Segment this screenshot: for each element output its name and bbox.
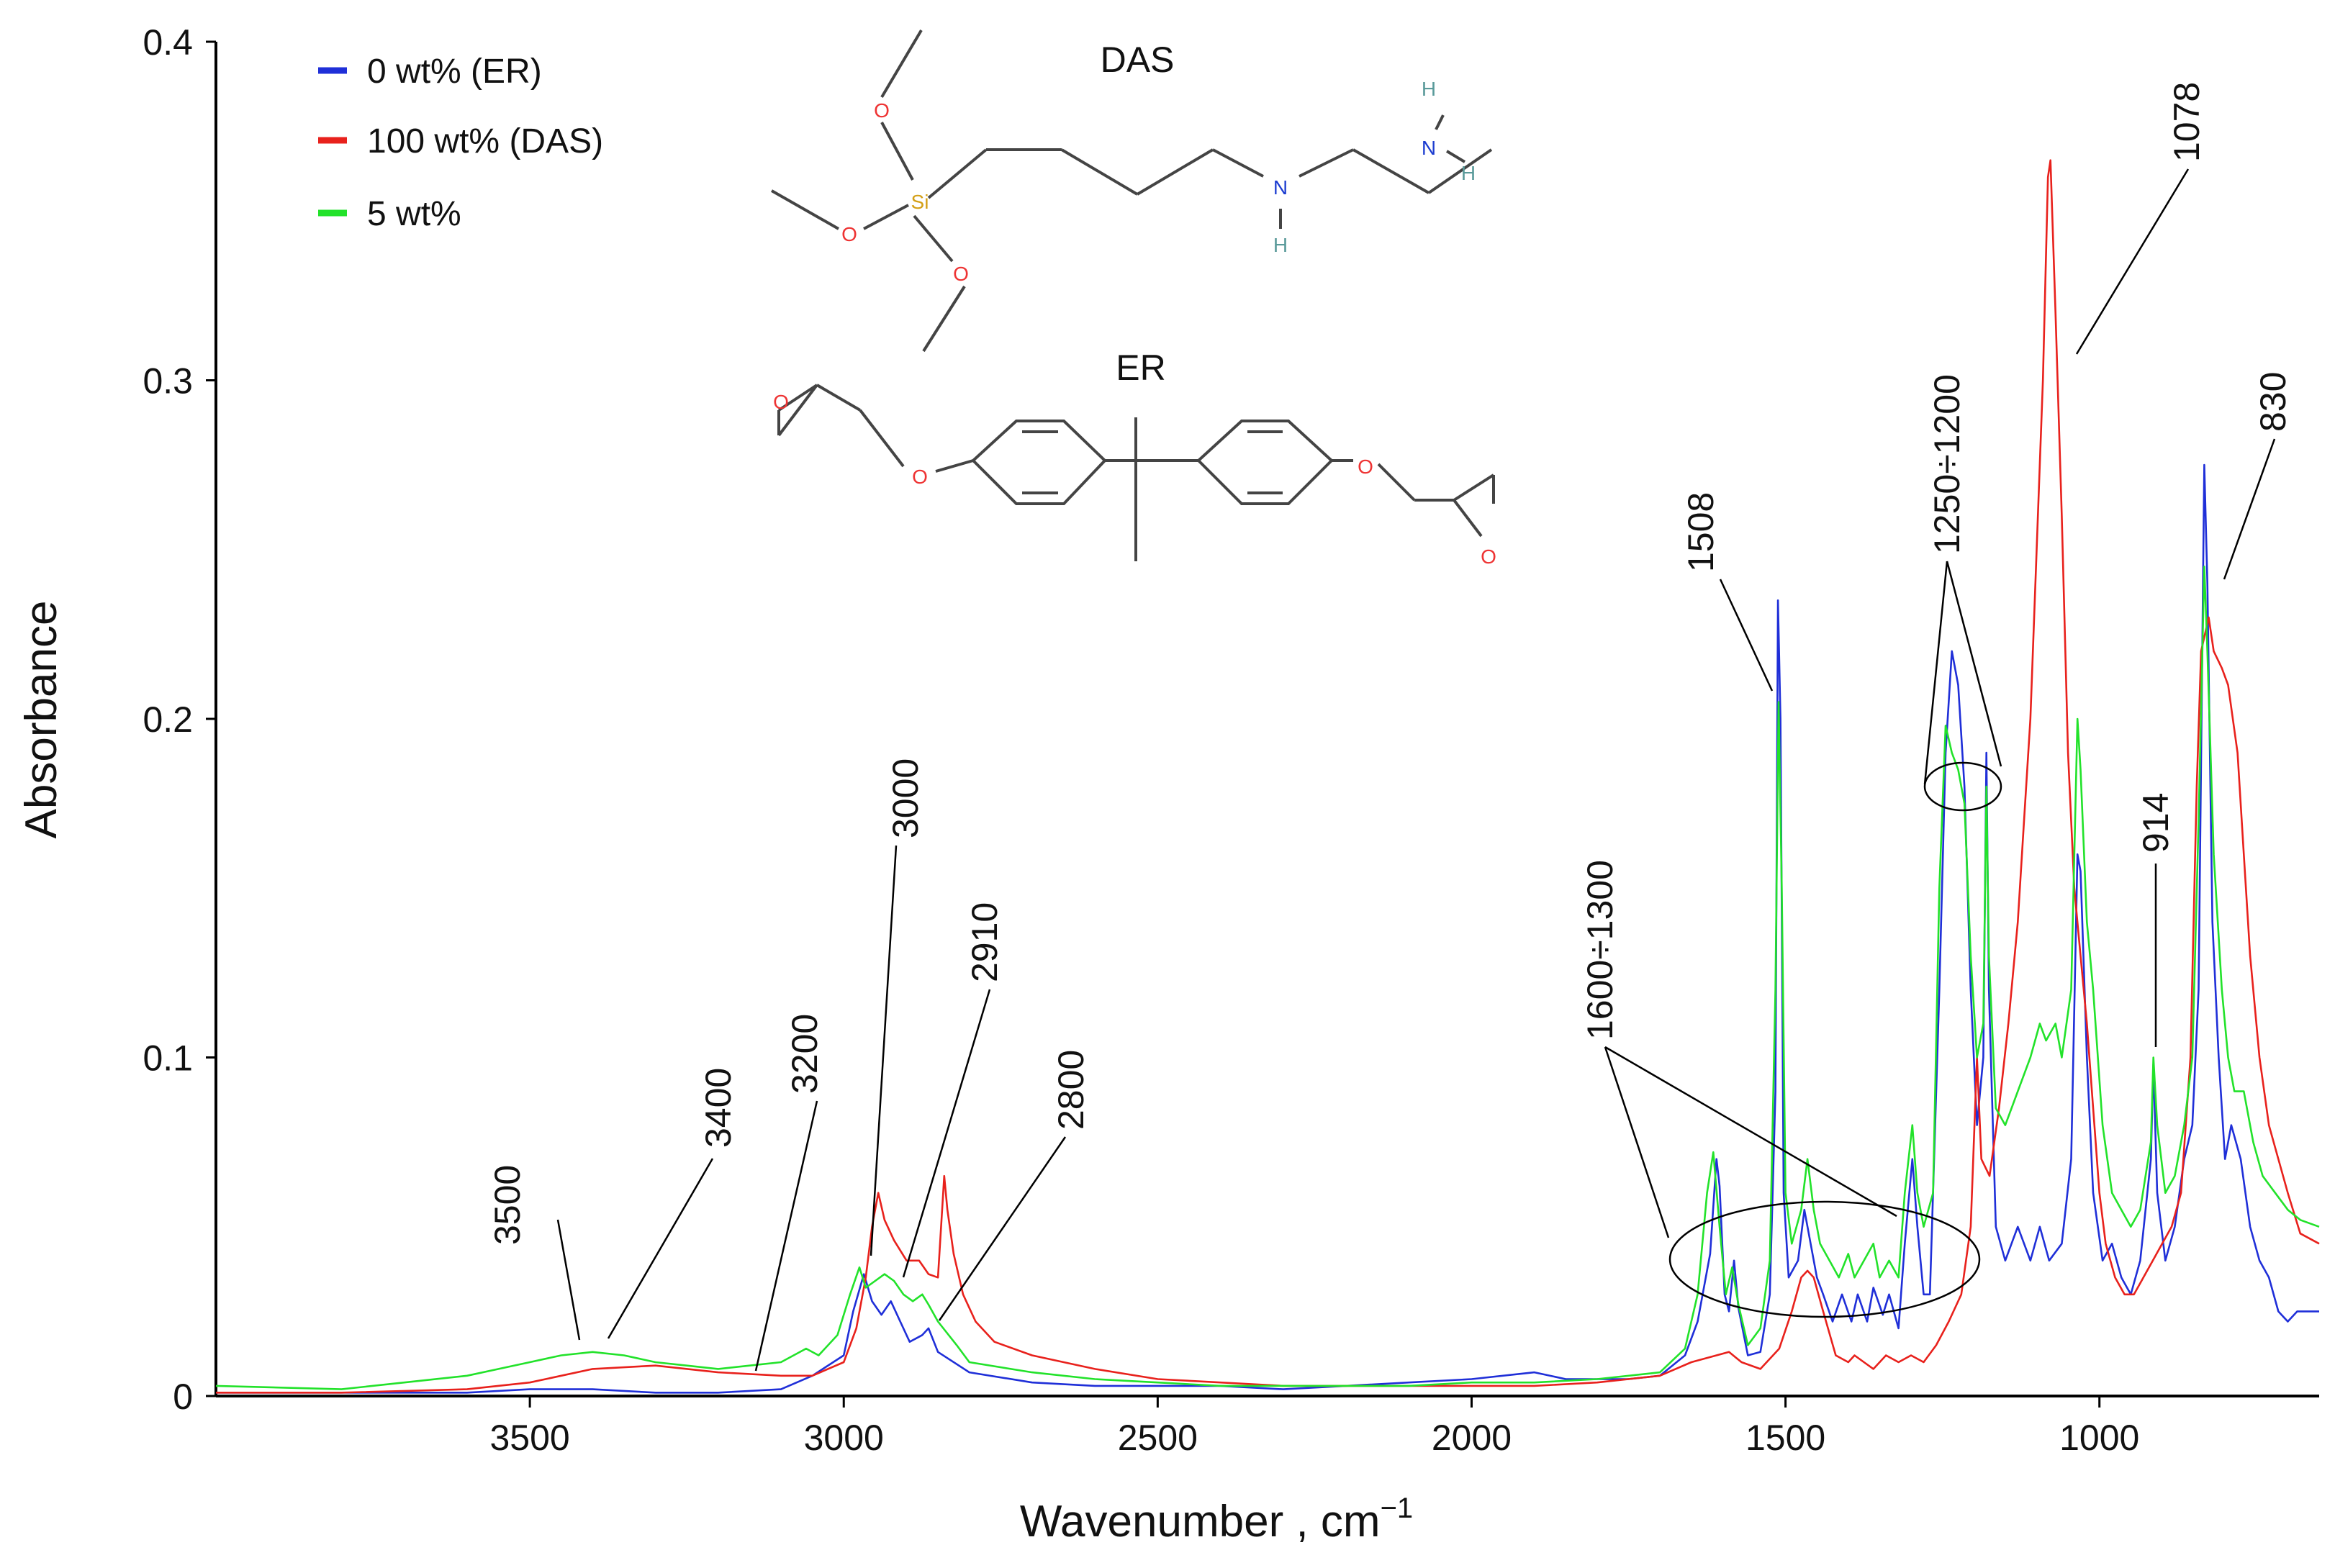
y-tick-label: 0.2 <box>143 699 193 740</box>
annotation-label: 3500 <box>487 1165 528 1245</box>
annotation-label: 2910 <box>965 902 1005 982</box>
atom-label-si: Si <box>911 191 929 213</box>
annotation-label: 1508 <box>1681 492 1721 572</box>
leader-1600-b <box>1604 1046 1897 1218</box>
atom-label-o: O <box>841 223 857 245</box>
y-ticks: 0 0.1 0.2 0.3 0.4 <box>143 22 216 1417</box>
annotation-leader-lines <box>556 168 2276 1372</box>
atom-label-h: H <box>1273 234 1288 256</box>
annotation-label: 914 <box>2136 793 2176 853</box>
x-tick-label: 2500 <box>1118 1418 1198 1458</box>
legend: 0 wt% (ER) 100 wt% (DAS) 5 wt% <box>318 53 603 233</box>
annotation-label: 830 <box>2253 372 2293 432</box>
leader-2800 <box>938 1136 1067 1321</box>
das-bonds <box>771 29 1493 353</box>
das-molecule-structure: DAS O Si O O N H N H H <box>771 29 1493 353</box>
x-tick-label: 1000 <box>2059 1418 2139 1458</box>
axes <box>214 42 2319 1397</box>
x-tick-label: 1500 <box>1745 1418 1825 1458</box>
atom-label-n: N <box>1273 176 1288 199</box>
leader-3400 <box>607 1158 714 1339</box>
region-ellipse-1250-1200 <box>1923 761 2002 812</box>
leader-3500 <box>556 1219 581 1341</box>
legend-label-das: 100 wt% (DAS) <box>367 122 603 160</box>
leader-1600-a <box>1604 1046 1670 1238</box>
series-line-2 <box>215 565 2320 1390</box>
annotation-label: 1600÷1300 <box>1580 860 1620 1040</box>
x-tick-label: 2000 <box>1432 1418 1512 1458</box>
x-ticks: 3500 3000 2500 2000 1500 1000 <box>490 1396 2139 1458</box>
atom-label-o: O <box>912 466 928 488</box>
atom-label-n: N <box>1422 137 1436 159</box>
atom-label-o: O <box>1358 456 1373 478</box>
x-tick-label: 3000 <box>804 1418 884 1458</box>
region-ellipse-1600-1300 <box>1668 1200 1981 1318</box>
x-axis-title: Wavenumber , cm−1 <box>1020 1492 1413 1546</box>
atom-label-o: O <box>874 99 890 122</box>
er-molecule-structure: ER O O <box>773 348 1496 568</box>
series-lines <box>215 159 2320 1394</box>
annotation-label: 1250÷1200 <box>1927 374 1967 554</box>
er-structure-label: ER <box>1116 348 1165 388</box>
annotation-label: 2800 <box>1051 1050 1091 1130</box>
y-tick-label: 0 <box>173 1377 193 1417</box>
atom-label-o: O <box>953 263 969 285</box>
leader-1078 <box>2075 168 2190 355</box>
annotation-label: 3200 <box>785 1014 825 1094</box>
atom-label-h: H <box>1461 162 1476 184</box>
leader-830 <box>2223 438 2276 580</box>
leader-1508 <box>1719 579 1774 692</box>
das-structure-label: DAS <box>1101 40 1175 80</box>
y-tick-label: 0.3 <box>143 361 193 402</box>
series-line-0 <box>216 463 2319 1394</box>
leader-1250-b <box>1946 561 2002 767</box>
annotation-label: 3000 <box>885 758 926 838</box>
legend-label-5wt: 5 wt% <box>367 195 461 233</box>
y-axis-title: Absorbance <box>17 601 66 839</box>
atom-label-h: H <box>1422 78 1436 100</box>
leader-3200 <box>754 1100 818 1372</box>
atom-label-o: O <box>773 391 789 413</box>
er-bonds <box>777 384 1495 561</box>
series-line-1 <box>216 159 2320 1394</box>
leader-1250-a <box>1923 561 1948 785</box>
annotation-label: 1078 <box>2167 82 2207 162</box>
annotation-label: 3400 <box>698 1068 739 1148</box>
legend-label-er: 0 wt% (ER) <box>367 53 542 91</box>
leader-3000 <box>870 845 898 1256</box>
y-tick-label: 0.1 <box>143 1038 193 1079</box>
leader-2910 <box>902 989 991 1278</box>
peak-annotations: 3500 3400 3200 3000 2910 2800 1600÷1300 … <box>487 82 2293 1372</box>
y-tick-label: 0.4 <box>143 22 193 63</box>
x-tick-label: 3500 <box>490 1418 570 1458</box>
atom-label-o: O <box>1481 545 1496 568</box>
